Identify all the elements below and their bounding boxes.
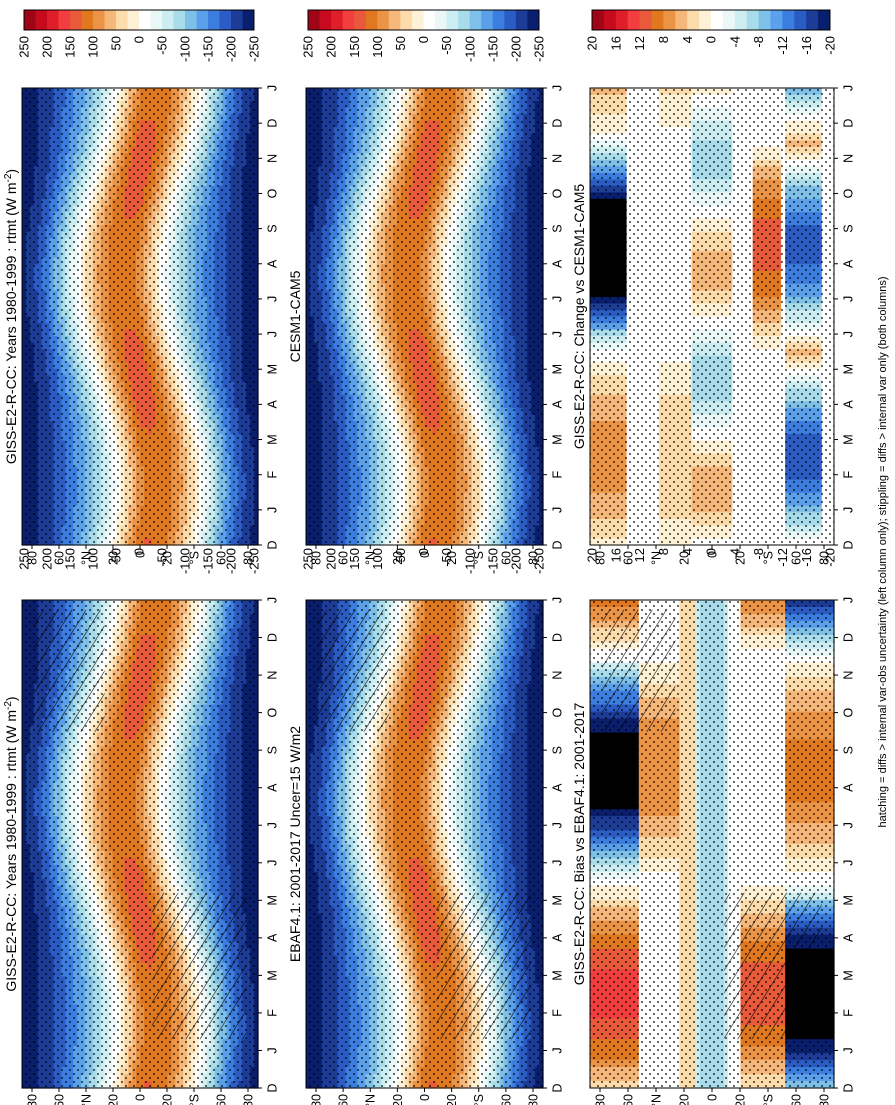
lat-tick-label: 80 xyxy=(241,1094,255,1105)
lat-tick-label: °S xyxy=(187,1094,201,1105)
month-tick-label: D xyxy=(265,1083,279,1092)
month-tick-label: O xyxy=(265,707,279,717)
month-tick-label: J xyxy=(265,597,279,603)
lat-tick-label: 80 xyxy=(25,1094,39,1105)
lat-tick-label: 60 xyxy=(52,1094,66,1105)
lat-tick-label: 20 xyxy=(160,1094,174,1105)
hatching-overlay xyxy=(33,609,105,732)
month-tick-label: A xyxy=(265,783,279,792)
lat-tick-label: °N xyxy=(79,1094,93,1105)
panel-1: D J F M A M J J A S O N D J 80 60 °N 20 0 20 °S 60 80 GISS-E2-R… xyxy=(3,521,279,1105)
lat-tick-label: 60 xyxy=(214,1094,228,1105)
month-tick-label: M xyxy=(265,970,279,980)
lat-tick-label: 20 xyxy=(106,1094,120,1105)
month-tick-label: S xyxy=(265,746,279,754)
lat-tick-label: 0 xyxy=(133,1094,147,1101)
month-tick-label: J xyxy=(265,1047,279,1053)
hatching-overlay xyxy=(151,892,247,1040)
month-tick-label: D xyxy=(265,633,279,642)
month-tick-label: F xyxy=(265,1009,279,1017)
panel-title: GISS-E2-R-CC: Years 1980-1999 : rtmt (W … xyxy=(3,696,19,991)
colorbar-label: -150 xyxy=(201,548,216,574)
month-tick-label: J xyxy=(265,860,279,866)
month-tick-label: M xyxy=(265,895,279,905)
month-tick-label: J xyxy=(265,822,279,828)
month-tick-label: A xyxy=(265,933,279,942)
month-tick-label: N xyxy=(265,671,279,680)
